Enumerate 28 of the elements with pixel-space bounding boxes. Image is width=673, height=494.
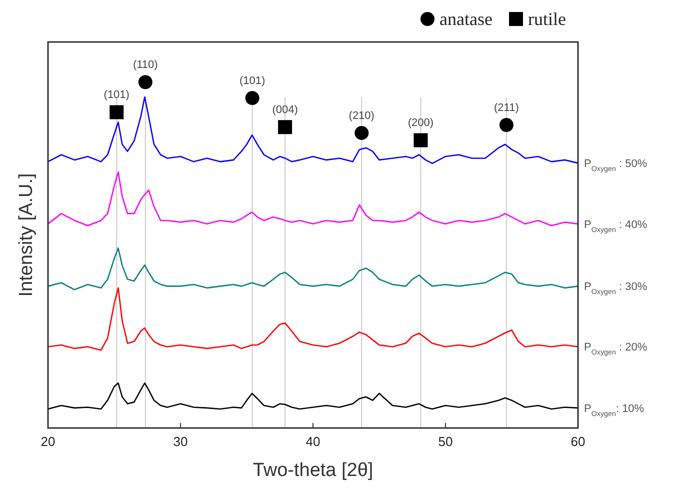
series-label: P$_{Oxygen}$ : 50% xyxy=(584,158,648,174)
x-tick-label: 50 xyxy=(438,434,453,449)
series-label: P$_{Oxygen}$ : 20% xyxy=(584,342,648,357)
annotation: (210) xyxy=(348,110,374,122)
y-axis-title: Intensity [A.U.] xyxy=(16,173,37,297)
legend-label: anatase xyxy=(440,9,492,29)
annotation: (101) xyxy=(104,89,130,102)
point xyxy=(499,118,514,132)
x-tick-label: 40 xyxy=(306,434,320,449)
annotation: (110) xyxy=(132,59,158,72)
x-tick-label: 60 xyxy=(570,434,586,449)
series-label: P$_{Oxygen}$: 10% xyxy=(584,402,644,418)
series-label: P$_{Oxygen}$ : 30% xyxy=(584,281,648,296)
annotation: (200) xyxy=(408,117,434,130)
point xyxy=(138,75,152,90)
point xyxy=(354,126,369,140)
point xyxy=(110,105,124,120)
point xyxy=(414,133,428,148)
point xyxy=(245,91,260,106)
annotation: (004) xyxy=(272,104,298,116)
point xyxy=(278,120,292,134)
series-label: P$_{Oxygen}$ : 40% xyxy=(584,218,648,234)
x-tick-label: 20 xyxy=(40,434,56,449)
annotation: (211) xyxy=(494,102,519,114)
x-axis-title: Two-theta [2θ] xyxy=(252,460,374,481)
annotation: (101) xyxy=(239,75,266,88)
legend-label: rutile xyxy=(528,9,566,29)
x-tick-label: 30 xyxy=(173,434,188,449)
